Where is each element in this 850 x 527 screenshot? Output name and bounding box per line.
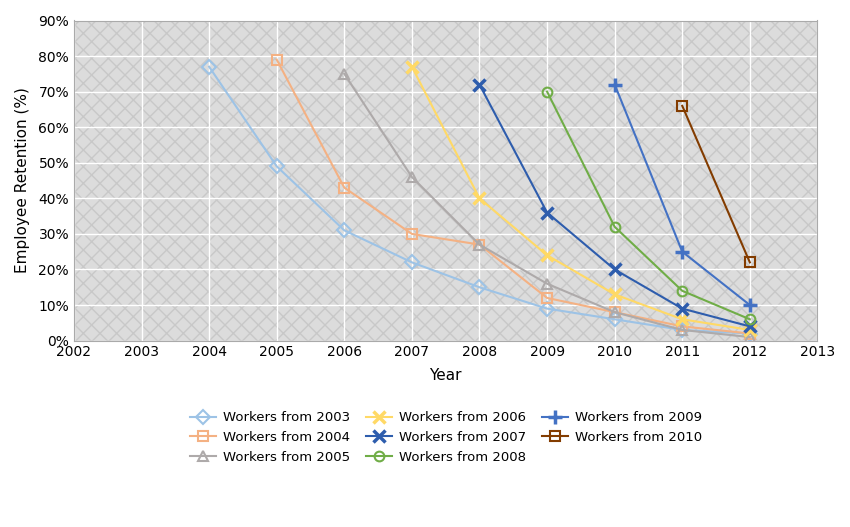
Workers from 2006 — [609, 291, 620, 298]
Workers from 2009 — [677, 249, 688, 255]
Y-axis label: Employee Retention (%): Employee Retention (%) — [15, 87, 30, 274]
Workers from 2003 — [407, 259, 417, 266]
Workers from 2003 — [474, 284, 484, 290]
Workers from 2010 — [677, 103, 688, 109]
Line: Workers from 2003: Workers from 2003 — [204, 62, 755, 338]
Workers from 2003 — [272, 163, 282, 170]
Workers from 2005 — [609, 309, 620, 315]
Workers from 2007 — [745, 323, 755, 329]
Workers from 2005 — [339, 71, 349, 77]
Workers from 2003 — [609, 316, 620, 323]
Workers from 2005 — [474, 241, 484, 248]
Workers from 2006 — [474, 195, 484, 201]
Workers from 2004 — [677, 323, 688, 329]
Line: Workers from 2009: Workers from 2009 — [608, 77, 756, 312]
Workers from 2007 — [609, 266, 620, 272]
Workers from 2004 — [474, 241, 484, 248]
Workers from 2007 — [677, 306, 688, 312]
Workers from 2009 — [745, 302, 755, 308]
Workers from 2003 — [677, 327, 688, 333]
Line: Workers from 2004: Workers from 2004 — [272, 55, 755, 338]
Workers from 2004 — [272, 56, 282, 63]
Workers from 2006 — [407, 64, 417, 70]
Workers from 2004 — [407, 231, 417, 237]
Line: Workers from 2006: Workers from 2006 — [405, 61, 756, 336]
Workers from 2008 — [609, 223, 620, 230]
Line: Workers from 2007: Workers from 2007 — [473, 79, 756, 333]
Workers from 2005 — [407, 174, 417, 180]
Line: Workers from 2008: Workers from 2008 — [542, 87, 755, 324]
Workers from 2003 — [542, 306, 552, 312]
Workers from 2004 — [339, 184, 349, 191]
Workers from 2003 — [204, 64, 214, 70]
Workers from 2006 — [745, 327, 755, 333]
Workers from 2007 — [542, 209, 552, 216]
Workers from 2006 — [542, 252, 552, 258]
Legend: Workers from 2003, Workers from 2004, Workers from 2005, Workers from 2006, Work: Workers from 2003, Workers from 2004, Wo… — [183, 405, 708, 470]
Workers from 2008 — [745, 316, 755, 323]
Workers from 2005 — [542, 280, 552, 287]
Workers from 2004 — [609, 309, 620, 315]
Workers from 2008 — [677, 288, 688, 294]
Workers from 2007 — [474, 81, 484, 87]
Workers from 2005 — [677, 327, 688, 333]
Workers from 2005 — [745, 334, 755, 340]
Workers from 2004 — [542, 295, 552, 301]
Workers from 2003 — [745, 330, 755, 337]
Workers from 2003 — [339, 227, 349, 233]
Workers from 2008 — [542, 89, 552, 95]
Workers from 2004 — [745, 330, 755, 337]
Workers from 2006 — [677, 316, 688, 323]
Line: Workers from 2010: Workers from 2010 — [677, 101, 755, 267]
Workers from 2010 — [745, 259, 755, 266]
X-axis label: Year: Year — [429, 368, 462, 383]
Workers from 2009 — [609, 81, 620, 87]
Line: Workers from 2005: Workers from 2005 — [339, 69, 755, 342]
